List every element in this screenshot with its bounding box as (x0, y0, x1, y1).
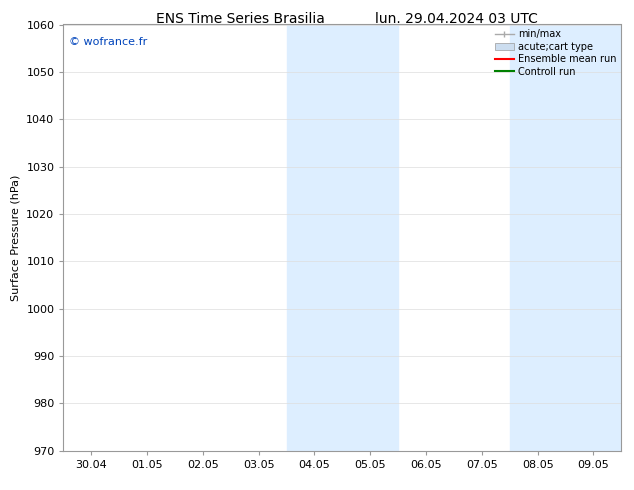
Bar (342, 24, 398, 451)
Text: lun. 29.04.2024 03 UTC: lun. 29.04.2024 03 UTC (375, 12, 538, 26)
Legend: min/max, acute;cart type, Ensemble mean run, Controll run: min/max, acute;cart type, Ensemble mean … (493, 27, 618, 78)
Y-axis label: Surface Pressure (hPa): Surface Pressure (hPa) (11, 174, 21, 301)
Bar (566, 24, 621, 451)
Text: © wofrance.fr: © wofrance.fr (69, 37, 147, 48)
Bar (287, 24, 342, 451)
Bar (510, 24, 566, 451)
Text: ENS Time Series Brasilia: ENS Time Series Brasilia (157, 12, 325, 26)
